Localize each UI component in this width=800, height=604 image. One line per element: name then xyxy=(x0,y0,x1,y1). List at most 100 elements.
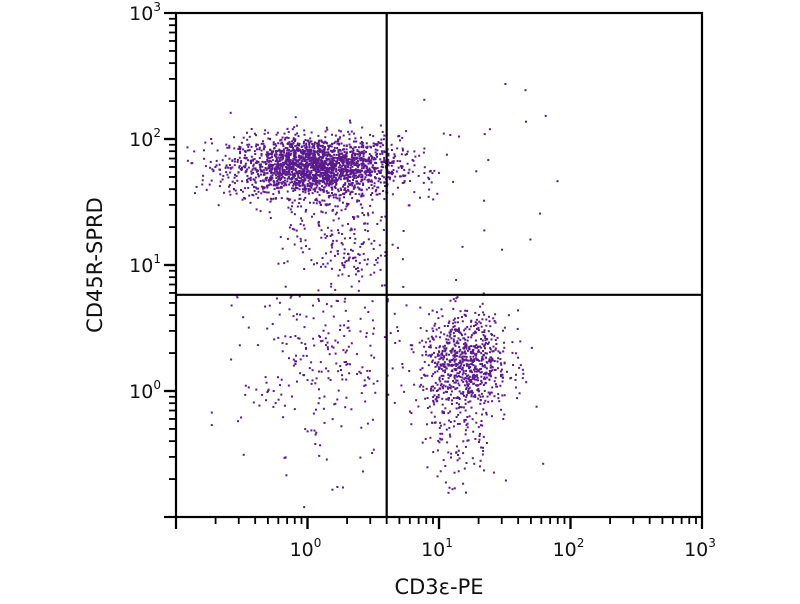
data-point xyxy=(325,179,328,182)
data-point xyxy=(312,162,315,165)
data-point xyxy=(331,488,334,491)
data-point xyxy=(322,164,325,167)
data-point xyxy=(306,154,309,157)
data-point xyxy=(501,394,504,397)
data-point xyxy=(374,148,377,151)
data-point xyxy=(344,261,347,264)
data-point xyxy=(339,194,342,196)
data-point xyxy=(454,353,457,356)
data-point xyxy=(327,151,330,154)
data-point xyxy=(378,192,381,195)
data-point xyxy=(361,167,363,170)
data-point xyxy=(356,160,359,162)
data-point xyxy=(456,372,459,375)
data-point xyxy=(402,175,405,178)
data-point xyxy=(277,190,280,193)
data-point xyxy=(303,140,305,143)
data-point xyxy=(255,170,258,173)
data-point xyxy=(400,165,403,168)
data-point xyxy=(365,167,368,170)
data-point xyxy=(240,189,242,191)
data-point xyxy=(474,438,477,440)
data-point xyxy=(465,346,468,349)
data-point xyxy=(471,359,474,362)
data-point xyxy=(279,149,282,152)
data-point xyxy=(456,445,458,448)
data-point xyxy=(441,432,444,435)
data-point xyxy=(368,377,371,380)
data-point xyxy=(468,415,471,418)
data-point xyxy=(253,132,256,135)
x-axis-label: CD3ε-PE xyxy=(394,575,483,599)
data-point xyxy=(334,213,337,216)
data-point xyxy=(450,373,453,376)
data-point xyxy=(488,128,491,131)
data-point xyxy=(316,199,319,202)
data-point xyxy=(470,379,472,381)
data-point xyxy=(244,164,247,167)
data-point xyxy=(519,364,522,367)
data-point xyxy=(282,157,284,160)
data-point xyxy=(499,358,502,361)
data-point xyxy=(328,158,331,161)
data-point xyxy=(274,166,277,169)
data-point xyxy=(335,153,338,156)
data-point xyxy=(317,160,320,163)
data-point xyxy=(280,378,283,381)
data-point xyxy=(304,210,307,213)
data-point xyxy=(323,147,326,150)
data-point xyxy=(327,370,330,373)
data-point xyxy=(299,165,302,168)
data-point xyxy=(340,425,343,428)
data-point xyxy=(392,156,395,159)
data-point xyxy=(346,204,349,207)
data-point xyxy=(334,134,337,137)
data-point xyxy=(276,175,279,178)
data-point xyxy=(458,398,461,400)
data-point xyxy=(442,132,445,135)
data-point xyxy=(372,166,375,169)
data-point xyxy=(330,157,333,160)
data-point xyxy=(349,363,351,366)
data-point xyxy=(314,162,317,165)
data-point xyxy=(439,331,442,334)
data-point xyxy=(296,132,299,135)
data-point xyxy=(455,402,458,404)
data-point xyxy=(460,379,463,382)
data-point xyxy=(268,157,271,160)
data-point xyxy=(285,184,288,187)
data-point xyxy=(330,161,333,164)
data-point xyxy=(280,177,283,180)
data-point xyxy=(370,146,372,149)
data-point xyxy=(334,174,337,177)
data-point xyxy=(287,176,290,179)
data-point xyxy=(204,141,207,144)
data-point xyxy=(380,216,383,218)
data-point xyxy=(357,270,360,273)
data-point xyxy=(281,166,284,169)
data-point xyxy=(445,398,448,401)
data-point xyxy=(238,165,241,168)
data-point xyxy=(228,164,231,166)
data-point xyxy=(339,172,342,175)
data-point xyxy=(281,158,284,161)
data-point xyxy=(296,187,299,190)
data-point xyxy=(311,379,314,382)
data-point xyxy=(299,197,302,200)
data-point xyxy=(369,273,372,276)
data-point xyxy=(361,176,364,179)
data-point xyxy=(309,171,312,174)
data-point xyxy=(280,176,283,179)
data-point xyxy=(382,166,384,169)
data-point xyxy=(366,222,369,225)
data-point xyxy=(494,368,497,371)
data-point xyxy=(453,325,456,328)
data-point xyxy=(428,170,431,173)
data-point xyxy=(352,186,355,189)
x-tick-label: 100 xyxy=(290,536,322,561)
data-point xyxy=(377,180,380,183)
data-point xyxy=(361,162,364,165)
data-point xyxy=(431,309,434,312)
data-point xyxy=(341,233,344,235)
data-point xyxy=(298,197,301,200)
